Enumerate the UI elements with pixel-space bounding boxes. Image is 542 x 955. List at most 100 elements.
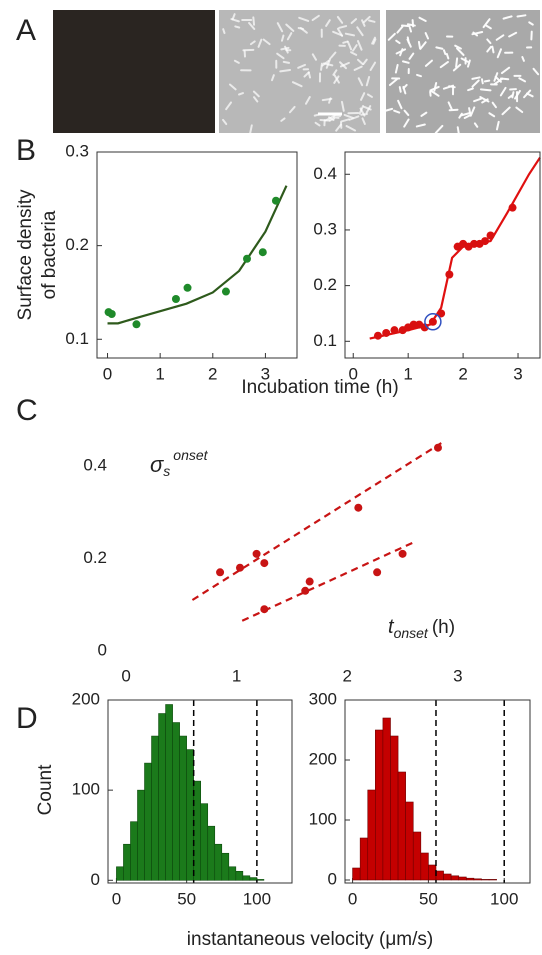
point [221, 287, 230, 296]
cell [493, 72, 499, 82]
y-tick-label: 0.2 [65, 235, 89, 254]
cell [280, 117, 286, 122]
cell [471, 31, 484, 36]
bar [165, 704, 173, 881]
fit-line [241, 541, 415, 622]
x-tick-label: 1 [155, 364, 164, 383]
cell [491, 101, 497, 109]
x-tick-label: 2 [208, 364, 217, 383]
cell [365, 105, 372, 114]
cell [332, 69, 338, 76]
cell [368, 19, 376, 23]
cell [359, 92, 366, 101]
cell [252, 90, 260, 98]
cell [467, 87, 474, 92]
x-axis-label: instantaneous velocity (μm/s) [187, 929, 433, 950]
cell [388, 78, 398, 87]
x-tick-label: 0 [103, 364, 112, 383]
cell [398, 86, 402, 93]
cell [362, 58, 368, 65]
symbol: t [388, 616, 395, 638]
cell [357, 77, 364, 87]
cell [225, 101, 233, 111]
point [258, 248, 267, 257]
cell [417, 40, 422, 50]
point [409, 320, 418, 329]
cell [521, 56, 525, 62]
cell [252, 16, 256, 26]
plot-frame [96, 151, 298, 359]
point [420, 323, 429, 332]
cell [298, 16, 310, 22]
cell [445, 52, 450, 60]
point [354, 503, 363, 512]
bar [481, 879, 490, 881]
cell [356, 58, 364, 66]
cell [486, 38, 492, 45]
cell [406, 38, 412, 48]
fit-line [107, 185, 288, 325]
y-tick-label: 0.3 [65, 141, 89, 160]
cell [352, 44, 358, 52]
cell [253, 96, 259, 103]
point [445, 270, 454, 279]
x-tick-label: 0 [349, 364, 358, 383]
point [382, 328, 391, 337]
cell [499, 86, 507, 97]
panel-label: A [16, 14, 36, 47]
point [486, 231, 495, 240]
cell [328, 117, 336, 122]
bar [390, 735, 399, 881]
cell [320, 62, 323, 71]
x-tick-label: 3 [453, 666, 462, 685]
cell [361, 19, 366, 27]
panel-label: C [16, 394, 38, 427]
point [470, 239, 479, 248]
bar [200, 803, 209, 881]
x-tick-label: 0 [348, 889, 357, 908]
cell [471, 76, 481, 80]
cell [366, 93, 373, 98]
cell [382, 107, 394, 113]
bar [450, 875, 460, 881]
cell [393, 109, 401, 114]
point [252, 549, 261, 558]
cell [486, 45, 492, 53]
cell [500, 66, 511, 75]
cell [234, 25, 241, 29]
cell [485, 24, 492, 30]
annotation: σsonset [150, 447, 209, 479]
cell [230, 18, 240, 23]
bar [144, 762, 152, 881]
cell [501, 106, 511, 116]
bar [179, 735, 187, 881]
cell [291, 81, 303, 88]
y-tick-label: 0.4 [313, 164, 337, 183]
cell [335, 123, 342, 132]
x-tick-label: 3 [261, 364, 270, 383]
cell [369, 61, 377, 71]
cell [371, 36, 376, 45]
cell [340, 118, 350, 123]
cell [311, 14, 320, 22]
cell [231, 13, 236, 21]
x-tick-label: 1 [232, 666, 241, 685]
cell [350, 51, 358, 56]
cell [248, 21, 256, 30]
cell [493, 77, 504, 85]
cell [418, 16, 427, 23]
bar [375, 729, 384, 881]
point [171, 295, 180, 304]
y-tick-label: 200 [309, 749, 337, 768]
cell [400, 24, 411, 28]
cell [401, 60, 410, 64]
highlight-ring [424, 313, 442, 331]
point [373, 331, 382, 340]
cell [402, 83, 408, 90]
cell [469, 106, 476, 117]
cell [363, 15, 371, 24]
y-axis-label: Count [35, 764, 56, 815]
x-tick-label: 0 [121, 666, 130, 685]
cell [454, 44, 462, 50]
